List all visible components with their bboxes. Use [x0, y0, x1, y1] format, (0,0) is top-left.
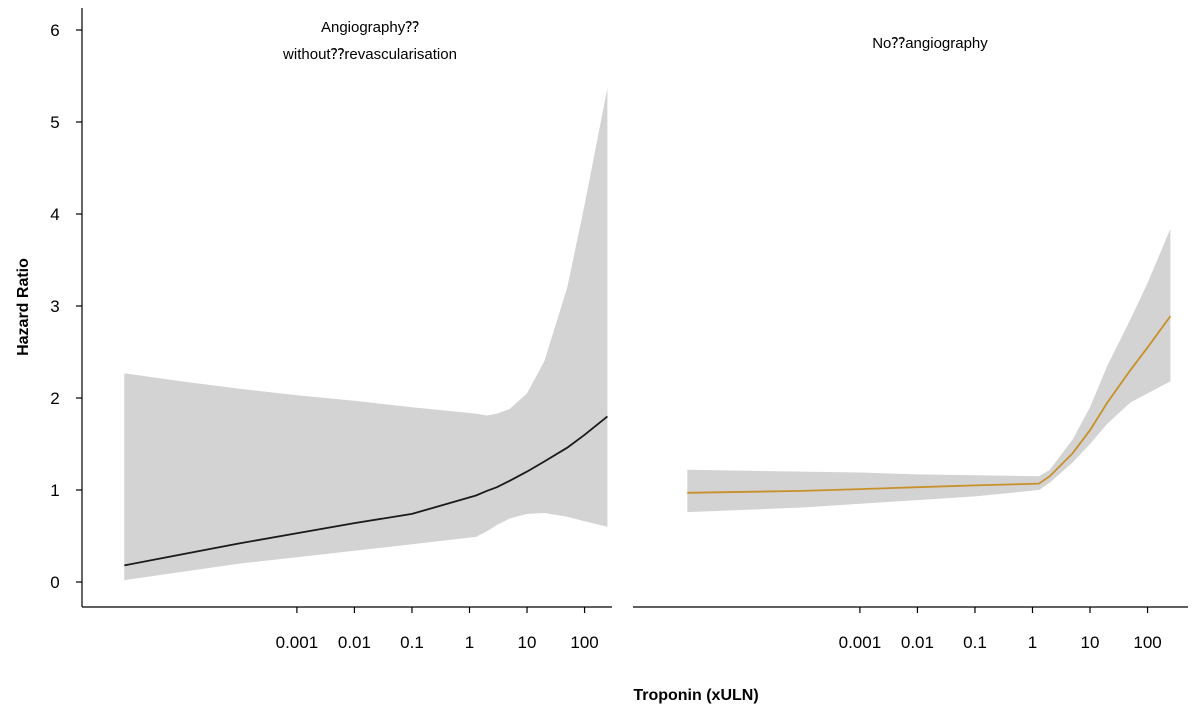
hazard-ratio-line: [124, 415, 608, 567]
y-tick-label: 4: [50, 205, 59, 224]
x-axis-title: Troponin (xULN): [633, 687, 758, 704]
hazard-ratio-line: [687, 315, 1172, 494]
x-tick-label: 0.01: [901, 633, 934, 652]
y-tick-label: 2: [50, 389, 59, 408]
panel-angiography-without-revascularisation: 0.001 0.01 0.1 1 10 100 Angiography⁇ without⁇re…: [82, 19, 612, 652]
x-tick-label: 0.001: [839, 633, 882, 652]
y-tick-label: 3: [50, 297, 59, 316]
x-tick-label: 0.01: [338, 633, 371, 652]
y-tick-label: 1: [50, 481, 59, 500]
y-axis: 0 1 2 3 4 5 6: [50, 8, 83, 607]
x-tick-label: 10: [518, 633, 537, 652]
y-tick-label: 6: [50, 21, 59, 40]
x-tick-label: 1: [1028, 633, 1037, 652]
x-tick-label: 100: [570, 633, 598, 652]
x-tick-label: 100: [1133, 633, 1161, 652]
x-tick-label: 1: [465, 633, 474, 652]
y-tick-label: 5: [50, 113, 59, 132]
panel-title: Angiography⁇: [321, 19, 419, 36]
y-tick-label: 0: [50, 573, 59, 592]
panel-no-angiography: 0.001 0.01 0.1 1 10 100 No⁇angiography: [633, 35, 1188, 652]
panel-title: No⁇angiography: [872, 35, 988, 52]
x-tick-label: 10: [1081, 633, 1100, 652]
x-tick-label: 0.1: [400, 633, 424, 652]
confidence-band: [124, 88, 608, 581]
confidence-band: [687, 228, 1171, 513]
x-tick-label: 0.1: [963, 633, 987, 652]
y-axis-title: Hazard Ratio: [15, 258, 32, 356]
panel-title: without⁇revascularisation: [282, 46, 457, 63]
x-tick-label: 0.001: [276, 633, 319, 652]
